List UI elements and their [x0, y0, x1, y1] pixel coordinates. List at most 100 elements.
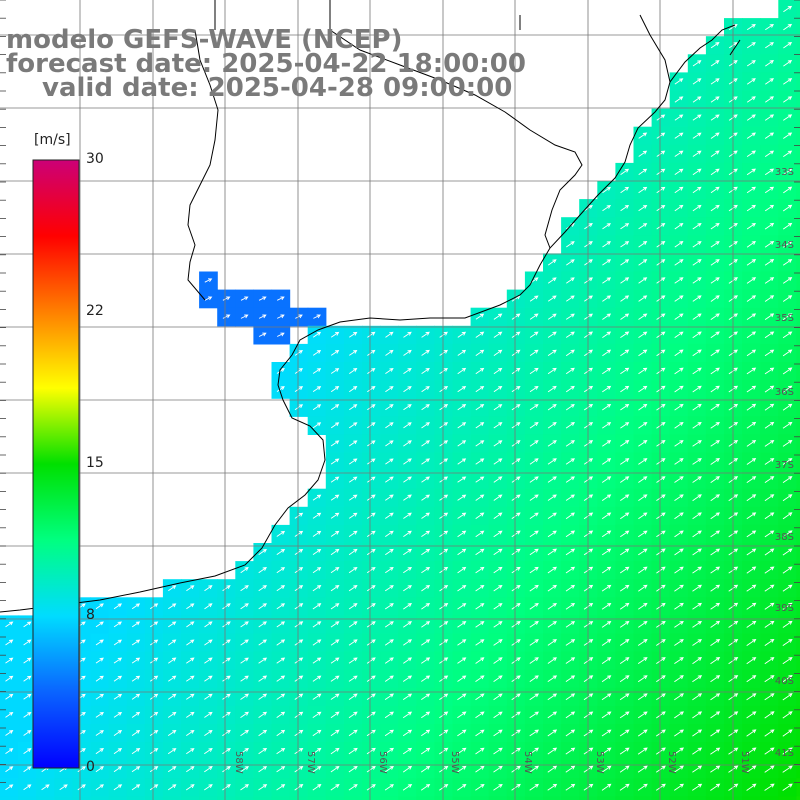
wind-cell [796, 217, 800, 236]
wind-arrow [240, 657, 249, 664]
wind-arrow [782, 638, 793, 646]
wind-arrow [258, 784, 268, 791]
wind-arrow [602, 204, 611, 212]
wind-cell [760, 796, 779, 800]
wind-arrow [782, 313, 793, 320]
wind-arrow [764, 186, 775, 194]
wind-arrow [710, 259, 720, 266]
wind-arrow [529, 639, 539, 646]
wind-arrow [782, 295, 793, 302]
wind-arrow [619, 693, 630, 701]
wind-arrow [475, 349, 485, 356]
lon-label-53w: 53W [594, 751, 605, 774]
wind-arrow [746, 747, 757, 755]
wind-arrow [782, 476, 793, 483]
wind-arrow [692, 512, 702, 520]
lon-label-56w: 56W [377, 751, 388, 774]
wind-arrow [23, 730, 32, 736]
wind-arrow [5, 675, 14, 682]
wind-arrow [746, 204, 756, 212]
wind-arrow [656, 711, 666, 719]
wind-arrow [692, 458, 702, 465]
wind-arrow [710, 783, 721, 791]
wind-arrow [294, 675, 304, 682]
wind-cell [144, 796, 164, 800]
wind-arrow [167, 693, 177, 700]
wind-cell [416, 796, 435, 800]
wind-arrow [421, 404, 430, 411]
wind-arrow [330, 639, 340, 646]
wind-arrow [113, 675, 123, 682]
wind-arrow [421, 458, 430, 465]
wind-cell [470, 796, 490, 800]
wind-arrow [656, 693, 666, 701]
wind-arrow [41, 784, 50, 791]
colorbar-tick-8: 8 [86, 607, 95, 623]
wind-arrow [764, 765, 775, 773]
wind-arrow [457, 603, 467, 610]
wind-arrow [149, 657, 159, 664]
wind-arrow [782, 657, 793, 665]
wind-arrow [59, 784, 68, 791]
wind-arrow [782, 675, 793, 683]
wind-arrow [421, 675, 431, 682]
wind-cell [796, 561, 800, 580]
wind-cell [543, 796, 562, 800]
wind-arrow [276, 530, 286, 537]
wind-arrow [601, 548, 612, 556]
wind-arrow [782, 530, 793, 538]
lat-label-33s: 33S [774, 167, 794, 178]
wind-arrow [457, 385, 467, 393]
wind-arrow [204, 585, 213, 592]
lon-label-52w: 52W [666, 751, 677, 774]
wind-arrow [330, 368, 340, 374]
wind-arrow [240, 784, 249, 791]
wind-arrow [710, 638, 721, 646]
wind-arrow [23, 639, 32, 646]
wind-arrow [746, 584, 757, 592]
wind-arrow [131, 639, 141, 646]
wind-arrow [439, 711, 449, 719]
wind-arrow [167, 729, 177, 736]
wind-arrow [565, 621, 576, 628]
wind-arrow [674, 657, 684, 664]
wind-arrow [602, 367, 612, 375]
wind-arrow [149, 675, 159, 682]
wind-arrow [601, 566, 612, 574]
wind-arrow [312, 711, 322, 718]
wind-arrow [493, 747, 503, 755]
wind-arrow [457, 783, 467, 791]
wind-arrow [222, 621, 231, 628]
wind-arrow [692, 385, 702, 393]
lon-label-51w: 51W [739, 751, 750, 774]
wind-arrow [783, 23, 793, 31]
wind-cell [796, 778, 800, 797]
wind-arrow [601, 657, 612, 664]
wind-arrow [149, 784, 159, 791]
wind-arrow [493, 584, 503, 592]
wind-arrow [493, 603, 503, 610]
wind-arrow [710, 657, 721, 665]
wind-arrow [547, 403, 557, 411]
wind-arrow [366, 548, 376, 556]
wind-arrow [312, 512, 322, 519]
lat-label-35s: 35S [774, 313, 794, 324]
wind-arrow [439, 639, 449, 646]
wind-cell [742, 796, 761, 800]
wind-cell [796, 416, 800, 435]
wind-arrow [529, 422, 539, 429]
wind-arrow [602, 186, 611, 194]
wind-arrow [638, 476, 648, 483]
wind-arrow [439, 494, 449, 501]
wind-arrow [457, 349, 467, 356]
wind-arrow [348, 603, 358, 610]
wind-arrow [638, 331, 648, 338]
wind-arrow [457, 331, 467, 338]
wind-arrow [746, 277, 757, 284]
wind-arrow [457, 621, 467, 628]
wind-arrow [710, 42, 720, 49]
wind-arrow [547, 602, 557, 610]
wind-arrow [529, 765, 539, 773]
wind-arrow [475, 494, 485, 501]
wind-arrow [746, 42, 756, 49]
